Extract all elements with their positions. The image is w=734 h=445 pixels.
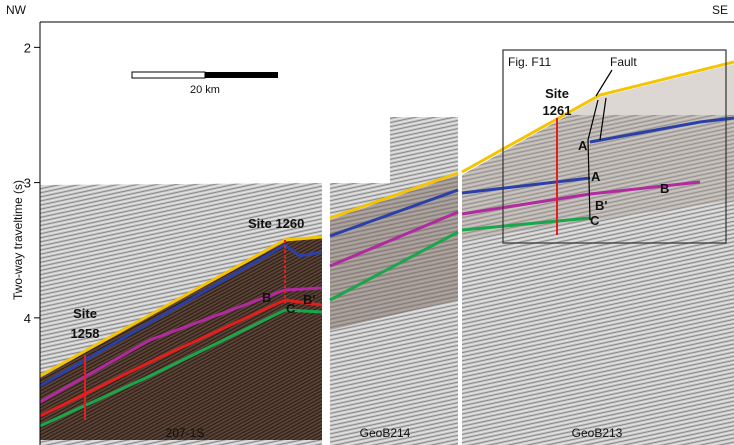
y-tick-label: 2: [24, 40, 31, 55]
direction: NW: [6, 3, 27, 17]
figure-box-label: Fig. F11: [508, 55, 551, 69]
direction: SE: [712, 3, 728, 17]
site-label: 1258: [71, 326, 100, 341]
figure-box: [502, 49, 727, 244]
horizon-label: B': [595, 198, 607, 213]
horizon-label: B: [660, 181, 669, 196]
site-label: Site: [73, 306, 97, 321]
fault-lines: [587, 69, 613, 221]
scale-label: 20 km: [190, 84, 220, 96]
profile-label: GeoB214: [360, 426, 411, 440]
site-label: Site: [545, 86, 569, 101]
y-axis-label: Two-way traveltime (s): [11, 180, 25, 300]
y-tick-label: 4: [24, 311, 31, 326]
site-label: Site 1260: [248, 216, 304, 231]
horizon-label: C: [286, 301, 296, 316]
site-label: 1261: [543, 103, 572, 118]
seismic-panels: [40, 64, 734, 445]
horizon-label: A: [578, 138, 588, 153]
fault-label: Fault: [610, 55, 637, 69]
profile-label: GeoB213: [572, 426, 623, 440]
y-tick-label: 3: [24, 176, 31, 191]
scale-bar: [205, 72, 278, 78]
horizon-label: C: [590, 213, 600, 228]
horizon-label: A: [591, 169, 601, 184]
profile-label: 207-1S: [166, 426, 205, 440]
scale-bar: [131, 71, 206, 79]
horizon-label: B: [262, 290, 271, 305]
horizon-label: B': [303, 292, 315, 307]
